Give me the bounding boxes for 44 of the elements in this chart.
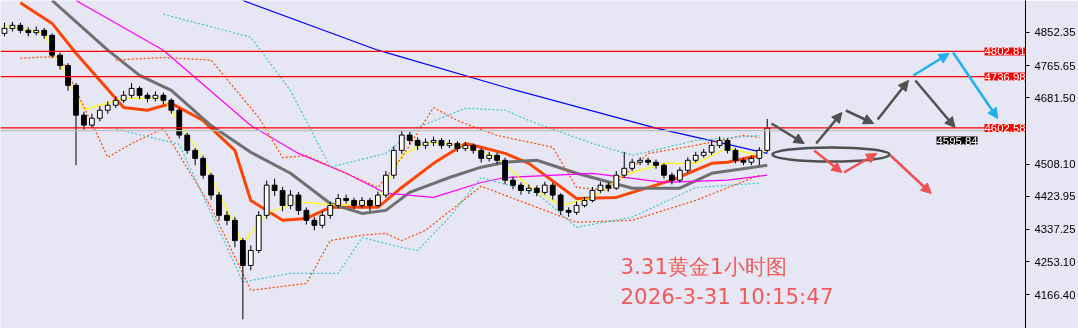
ref-line-label: 4602.58 [984, 121, 1026, 134]
candlestick [526, 183, 532, 195]
candlestick [224, 210, 230, 226]
candlestick [382, 170, 389, 199]
candlestick [343, 194, 350, 204]
annotation: 2026-3-31 10:15:47 [620, 283, 834, 309]
candlestick [208, 172, 214, 201]
y-tick-label: 4852.35 [1034, 26, 1076, 39]
line-series [162, 13, 760, 168]
candlestick [351, 197, 357, 210]
line-series [242, 0, 768, 155]
y-tick-label: 4508.10 [1034, 158, 1076, 171]
candlestick [232, 216, 238, 248]
candlestick [637, 156, 644, 166]
y-tick-label: 4681.50 [1034, 91, 1076, 104]
candlestick [502, 157, 508, 185]
y-tick-label: 4166.40 [1034, 288, 1076, 301]
candlestick [653, 159, 659, 170]
y-tick-label: 4765.65 [1034, 59, 1076, 72]
ref-line-label: 4736.98 [984, 70, 1026, 83]
y-tick-label: 4337.25 [1034, 223, 1076, 236]
candlestick [398, 130, 405, 155]
candlestick [621, 151, 628, 179]
candlestick [65, 62, 71, 92]
candlestick [200, 155, 206, 180]
candlestick [645, 157, 651, 166]
y-tick-label: 4423.95 [1034, 190, 1076, 203]
candlestick [494, 152, 500, 165]
y-tick-label: 4253.10 [1034, 255, 1076, 268]
candlestick [49, 32, 56, 59]
ref-line-label: 4595.84 [936, 134, 978, 147]
candlestick [518, 181, 524, 196]
line-series [115, 56, 760, 192]
annotation: 3.31黄金1小时图 [620, 253, 787, 279]
candlestick [764, 118, 771, 154]
candlestick [510, 176, 516, 190]
candlestick [557, 192, 564, 216]
candlestick [613, 170, 620, 191]
candlestick [184, 132, 191, 155]
ref-line-label: 4802.81 [984, 45, 1026, 58]
candlestick [216, 191, 222, 222]
candlestick [247, 245, 254, 271]
candlestick [359, 196, 365, 209]
candlestick [367, 197, 373, 212]
